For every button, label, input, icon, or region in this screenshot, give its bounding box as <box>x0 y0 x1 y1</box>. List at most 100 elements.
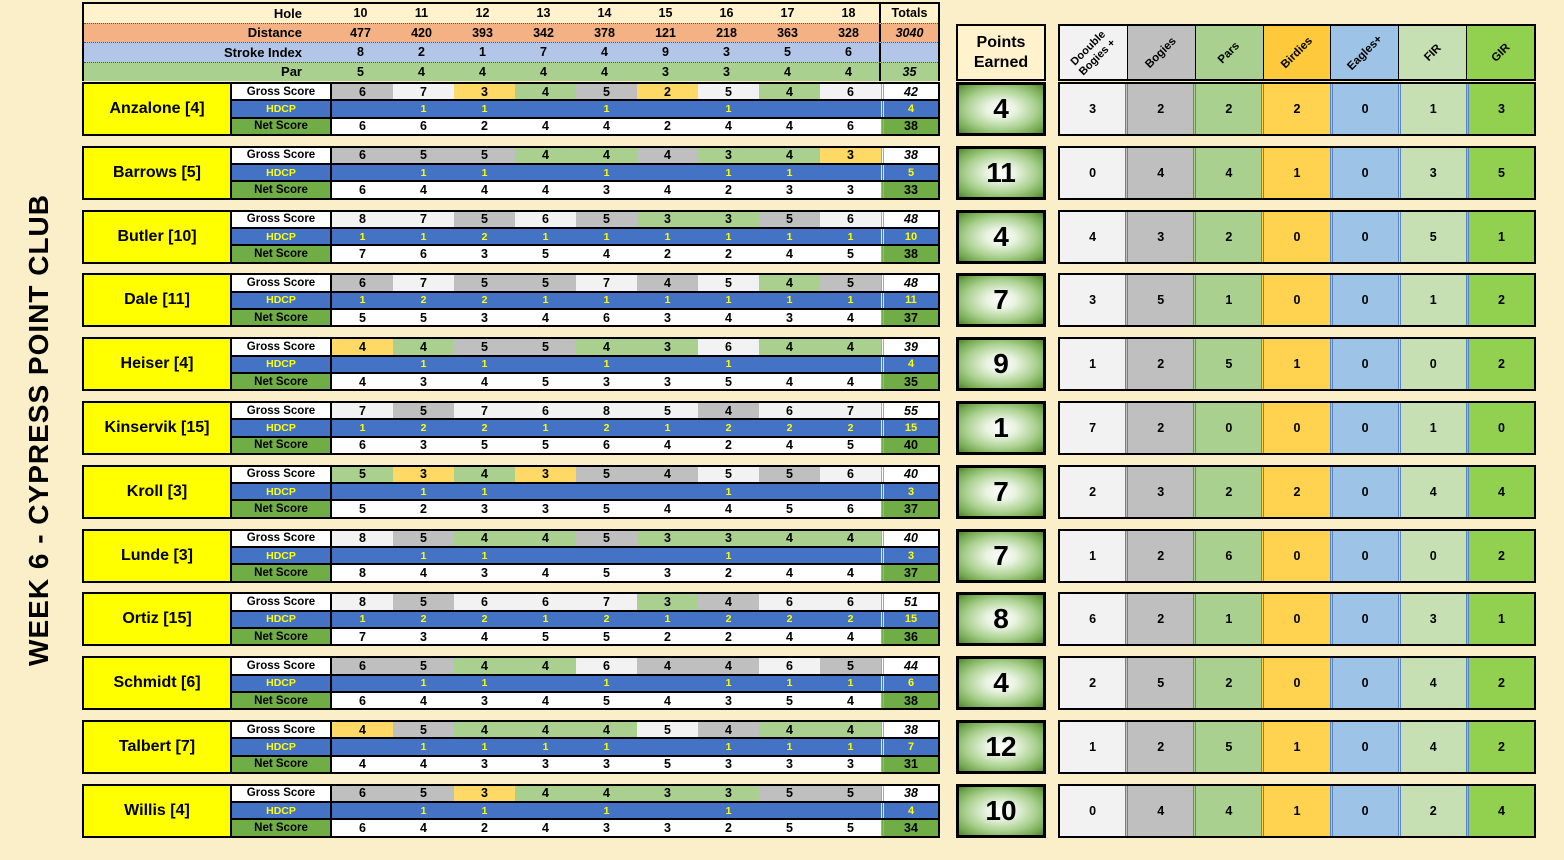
gross-score-cell: 3 <box>454 84 515 100</box>
gross-score-cell: 6 <box>698 339 759 355</box>
hdcp-cell <box>820 357 881 372</box>
net-score-cell: 3 <box>542 502 549 517</box>
hdcp-row: 1 1 1 1 4 <box>332 356 938 372</box>
stats-header-birdies: Birdies <box>1262 26 1331 79</box>
stat-value-cell: 0 <box>1261 658 1330 709</box>
stat-value-cell: 3 <box>1060 275 1126 326</box>
net-total-cell: 38 <box>881 246 938 262</box>
hdcp-row: 1 1 1 1 4 <box>332 803 938 819</box>
net-score-cell: 6 <box>359 183 366 198</box>
gross-score-cell: 5 <box>759 211 820 227</box>
net-score-cell: 2 <box>725 629 732 644</box>
net-score-cell: 3 <box>481 757 488 772</box>
stat-value-cell: 2 <box>1193 84 1262 134</box>
hdcp-total-cell: 4 <box>881 803 938 819</box>
stat-value-cell: 5 <box>1397 211 1466 262</box>
net-score-label: Net Score <box>232 371 330 390</box>
gross-score-cell: 5 <box>698 84 759 100</box>
hdcp-cell: 1 <box>359 613 366 626</box>
stroke-index-cell-h14: 4 <box>601 45 608 60</box>
stat-value-cell: 5 <box>1465 147 1534 198</box>
gross-score-cell: 6 <box>515 403 576 419</box>
net-score-cell: 4 <box>420 821 427 836</box>
net-score-label: Net Score <box>232 627 330 645</box>
gross-score-cell: 5 <box>637 722 698 738</box>
stat-value-cell: 5 <box>1193 339 1262 390</box>
hdcp-cell: 1 <box>786 294 793 307</box>
hdcp-cell: 2 <box>420 294 427 307</box>
hole-cell-h13: 13 <box>536 6 551 21</box>
net-score-cell: 4 <box>481 183 488 198</box>
par-cell-h14: 4 <box>601 64 608 79</box>
hdcp-cell: 1 <box>664 294 671 307</box>
hdcp-cell <box>332 357 393 372</box>
hdcp-cell: 1 <box>664 421 671 434</box>
gross-score-cell: 4 <box>637 275 698 291</box>
hdcp-row: 1 1 1 1 1 5 <box>332 165 938 181</box>
hdcp-total-cell: 11 <box>881 292 938 309</box>
net-score-cell: 5 <box>847 246 854 261</box>
hdcp-cell <box>332 165 393 180</box>
net-score-cell: 4 <box>664 438 671 453</box>
gross-score-cell: 7 <box>393 211 454 227</box>
net-score-cell: 3 <box>725 757 732 772</box>
gross-score-cell: 6 <box>576 658 637 674</box>
row-labels: Gross Score HDCP Net Score <box>232 84 332 134</box>
net-score-cell: 4 <box>847 565 854 580</box>
gross-score-cell: 4 <box>759 530 820 546</box>
stat-value-cell: 0 <box>1193 403 1262 453</box>
stat-value-cell: 1 <box>1261 722 1330 772</box>
hdcp-total-cell: 5 <box>881 165 938 181</box>
gross-score-cell: 8 <box>576 403 637 419</box>
net-total-cell: 40 <box>881 437 938 453</box>
stat-value-cell: 0 <box>1060 147 1126 198</box>
gross-score-cell: 4 <box>576 339 637 355</box>
score-values: 7 5 7 6 8 5 4 6 7 55 1 2 2 1 2 1 2 2 2 15 6 3 5 5 6 4 2 4 5 40 <box>332 403 938 453</box>
stat-value-cell: 2 <box>1465 722 1534 772</box>
gross-score-cell: 3 <box>637 530 698 546</box>
gross-score-cell: 6 <box>820 594 881 610</box>
hdcp-cell: 1 <box>725 230 732 243</box>
distance-cell-h17: 363 <box>777 25 798 40</box>
net-score-cell: 5 <box>603 629 610 644</box>
stat-value-cell: 2 <box>1125 339 1194 390</box>
gross-score-cell: 3 <box>637 785 698 802</box>
hdcp-cell <box>515 484 576 499</box>
stroke-index-cell-h15: 9 <box>662 45 669 60</box>
gross-score-cell: 5 <box>454 339 515 355</box>
distance-cell-h10: 477 <box>350 25 371 40</box>
hdcp-cell: 1 <box>725 102 732 115</box>
gross-score-cell: 4 <box>576 785 637 802</box>
net-score-cell: 3 <box>786 183 793 198</box>
gross-score-cell: 4 <box>576 722 637 738</box>
hdcp-total-cell: 15 <box>881 420 938 436</box>
net-score-cell: 3 <box>664 821 671 836</box>
gross-score-cell: 4 <box>637 658 698 674</box>
net-score-cell: 4 <box>847 310 854 325</box>
score-values: 8 7 5 6 5 3 3 5 6 48 1 1 2 1 1 1 1 1 1 10 7 6 3 5 4 2 2 4 5 38 <box>332 211 938 262</box>
net-total-cell: 36 <box>881 629 938 645</box>
hdcp-total-cell: 7 <box>881 739 938 755</box>
gross-score-label: Gross Score <box>232 658 330 676</box>
net-score-cell: 4 <box>542 565 549 580</box>
gross-score-cell: 5 <box>698 466 759 483</box>
gross-total-cell: 55 <box>881 403 938 419</box>
stats-header-label: Pars <box>1216 39 1243 66</box>
gross-score-cell: 4 <box>820 339 881 355</box>
hdcp-row: 1 2 2 1 2 1 2 2 2 15 <box>332 420 938 436</box>
gross-score-cell: 5 <box>637 403 698 419</box>
gross-score-cell: 4 <box>332 722 393 738</box>
hdcp-cell: 1 <box>542 294 549 307</box>
stroke-index-total-cell <box>879 43 938 62</box>
gross-score-cell: 8 <box>332 211 393 227</box>
gross-score-label: Gross Score <box>232 403 330 421</box>
stat-value-cell: 1 <box>1060 339 1126 390</box>
hdcp-cell <box>637 676 698 691</box>
net-score-cell: 5 <box>359 502 366 517</box>
gross-score-cell: 5 <box>332 466 393 483</box>
gross-score-cell: 3 <box>637 339 698 355</box>
net-score-cell: 5 <box>542 438 549 453</box>
gross-score-cell: 5 <box>393 785 454 802</box>
